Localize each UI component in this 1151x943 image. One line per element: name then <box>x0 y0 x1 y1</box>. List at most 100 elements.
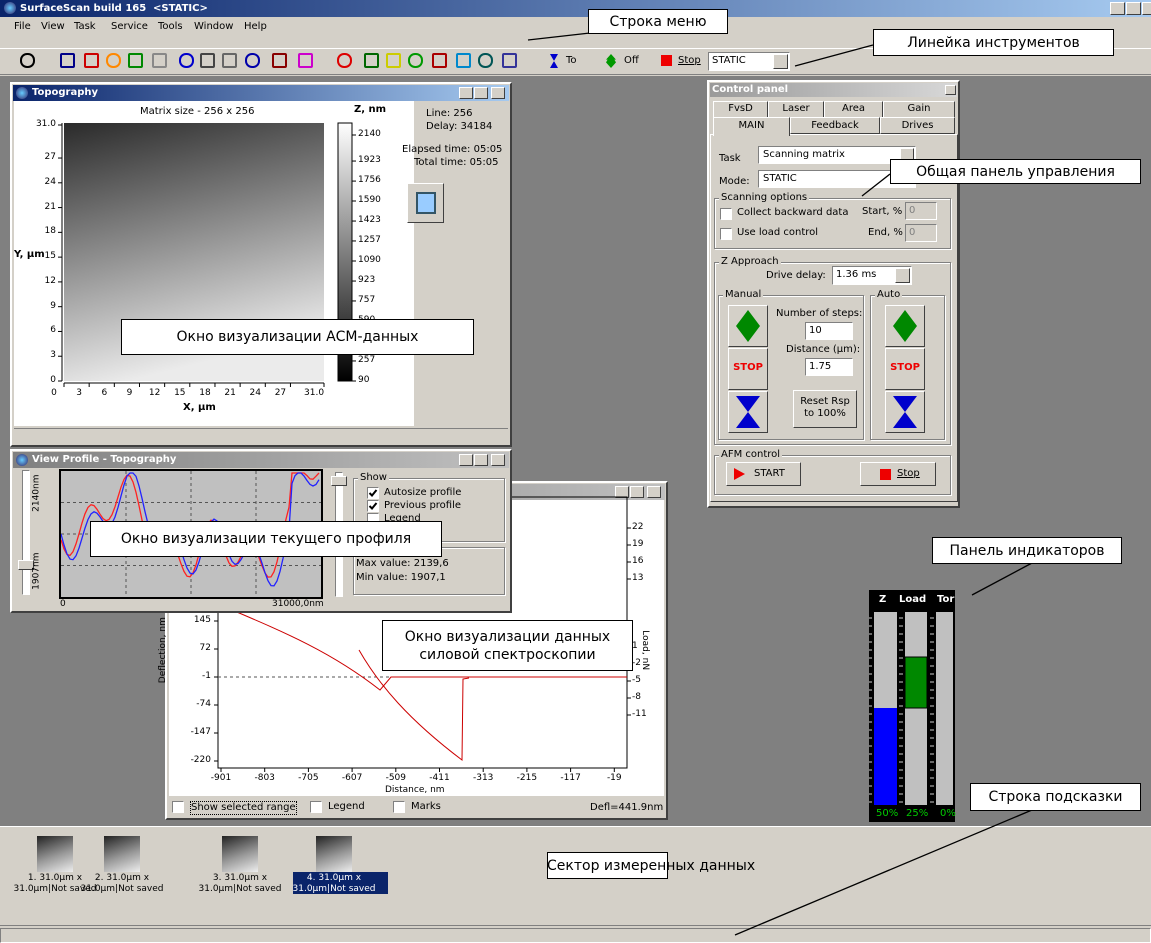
reset-label[interactable]: to 100% <box>804 408 846 419</box>
tab[interactable] <box>790 117 880 134</box>
stop-button[interactable] <box>728 348 768 390</box>
menu-item[interactable]: Tools <box>158 21 183 32</box>
thumbnail[interactable] <box>316 836 352 872</box>
checkbox[interactable] <box>720 228 732 240</box>
menu-item[interactable]: View <box>41 21 65 32</box>
tab-label[interactable]: Laser <box>782 103 810 114</box>
toolbar-stop-icon[interactable] <box>661 55 672 66</box>
menu-item[interactable]: Task <box>74 21 96 32</box>
tab-label[interactable]: MAIN <box>738 120 765 131</box>
toolbar-icon[interactable] <box>298 53 313 68</box>
checkbox-label[interactable]: Legend <box>384 513 421 524</box>
toolbar-icon[interactable] <box>152 53 167 68</box>
window-button[interactable] <box>459 87 473 99</box>
menu-item[interactable]: File <box>14 21 31 32</box>
toolbar-icon[interactable] <box>84 53 99 68</box>
window-button[interactable] <box>474 87 488 99</box>
tab-label[interactable]: FvsD <box>728 103 753 114</box>
toolbar-icon[interactable] <box>478 53 493 68</box>
window-button[interactable] <box>459 454 473 466</box>
tab-label[interactable]: Feedback <box>811 120 859 131</box>
toolbar-to[interactable]: To <box>566 55 577 66</box>
delay-combo[interactable] <box>832 266 912 285</box>
profile-max: Max value: 2139,6 <box>356 558 449 569</box>
toolbar-icon[interactable] <box>245 53 260 68</box>
tab[interactable] <box>713 117 790 136</box>
thumbnail-label[interactable]: 31.0µm|Not saved <box>292 884 376 894</box>
toolbar-icon[interactable] <box>60 53 75 68</box>
checkbox-label[interactable]: Autosize profile <box>384 487 462 498</box>
thumbnail-label[interactable]: 31.0µm|Not saved <box>80 884 164 894</box>
tab-label[interactable]: Drives <box>901 120 934 131</box>
window-button[interactable] <box>474 454 488 466</box>
window-button[interactable] <box>491 454 505 466</box>
toolbar-icon[interactable] <box>408 53 423 68</box>
reset-button[interactable] <box>793 390 857 428</box>
thumbnail-label[interactable]: 3. 31.0µm x <box>212 873 268 883</box>
stop-label[interactable]: STOP <box>733 362 763 373</box>
checkbox-label[interactable]: Collect backward data <box>737 207 849 218</box>
toolbar-icon[interactable] <box>386 53 401 68</box>
thumbnail-label[interactable]: 4. 31.0µm x <box>306 873 362 883</box>
tab[interactable] <box>880 117 955 134</box>
task-value[interactable]: Scanning matrix <box>763 149 845 160</box>
thumbnail[interactable] <box>222 836 258 872</box>
stop-button[interactable] <box>885 348 925 390</box>
menu-item[interactable]: Window <box>194 21 234 32</box>
mode-combo[interactable] <box>708 52 790 71</box>
combo-arrow[interactable] <box>773 54 788 69</box>
toolbar-icon[interactable] <box>128 53 143 68</box>
slider-thumb[interactable] <box>18 560 34 570</box>
checkbox[interactable] <box>393 801 405 813</box>
mode-combo-value[interactable]: STATIC <box>712 55 746 66</box>
menu-item[interactable]: Help <box>244 21 267 32</box>
app-window-button[interactable] <box>1126 2 1141 15</box>
toolbar-icon[interactable] <box>606 54 616 68</box>
toolbar-icon[interactable] <box>272 53 287 68</box>
toolbar-icon[interactable] <box>337 53 352 68</box>
combo-arrow[interactable] <box>895 268 910 283</box>
thumbnail[interactable] <box>37 836 73 872</box>
option-label[interactable]: Legend <box>328 801 365 812</box>
checkbox[interactable] <box>310 801 322 813</box>
toolbar-off[interactable]: Off <box>624 55 639 66</box>
delay-value[interactable]: 1.36 ms <box>836 269 877 280</box>
tab-label[interactable]: Gain <box>907 103 931 114</box>
task-combo[interactable] <box>758 146 916 164</box>
stop-button[interactable] <box>860 462 936 486</box>
toolbar-icon[interactable] <box>179 53 194 68</box>
reset-label[interactable]: Reset Rsp <box>800 396 850 407</box>
app-window-button[interactable] <box>1110 2 1125 15</box>
checkbox[interactable] <box>720 208 732 220</box>
slider-thumb[interactable] <box>331 476 347 486</box>
option-label[interactable]: Show selected range <box>190 801 297 815</box>
toolbar-icon[interactable] <box>364 53 379 68</box>
thumbnail-label[interactable]: 1. 31.0µm x <box>27 873 83 883</box>
checkbox-label[interactable]: Previous profile <box>384 500 462 511</box>
thumbnail-label[interactable]: 31.0µm|Not saved <box>198 884 282 894</box>
toolbar-icon[interactable] <box>456 53 471 68</box>
window-button[interactable] <box>630 486 644 498</box>
toolbar-icon[interactable] <box>502 53 517 68</box>
stop-label[interactable]: STOP <box>890 362 920 373</box>
checkbox-label[interactable]: Use load control <box>737 227 819 238</box>
option-label[interactable]: Marks <box>411 801 441 812</box>
menu-item[interactable]: Service <box>111 21 148 32</box>
start-label[interactable]: START <box>754 468 785 479</box>
stop-label[interactable]: Stop <box>897 468 920 479</box>
checkbox[interactable] <box>172 801 184 813</box>
thumbnail-label[interactable]: 2. 31.0µm x <box>94 873 150 883</box>
panel-close[interactable] <box>945 85 956 95</box>
thumbnail[interactable] <box>104 836 140 872</box>
tab-label[interactable]: Area <box>841 103 865 114</box>
window-button[interactable] <box>491 87 505 99</box>
toolbar-icon[interactable] <box>222 53 237 68</box>
window-button[interactable] <box>647 486 661 498</box>
app-window-button[interactable] <box>1142 2 1151 15</box>
thumbnail-label[interactable]: 31.0µm|Not saved <box>13 884 97 894</box>
toolbar-icon[interactable] <box>20 53 35 68</box>
toolbar-icon[interactable] <box>432 53 447 68</box>
toolbar-icon[interactable] <box>200 53 215 68</box>
toolbar-icon[interactable] <box>106 53 121 68</box>
toolbar-stop[interactable]: Stop <box>678 55 701 66</box>
